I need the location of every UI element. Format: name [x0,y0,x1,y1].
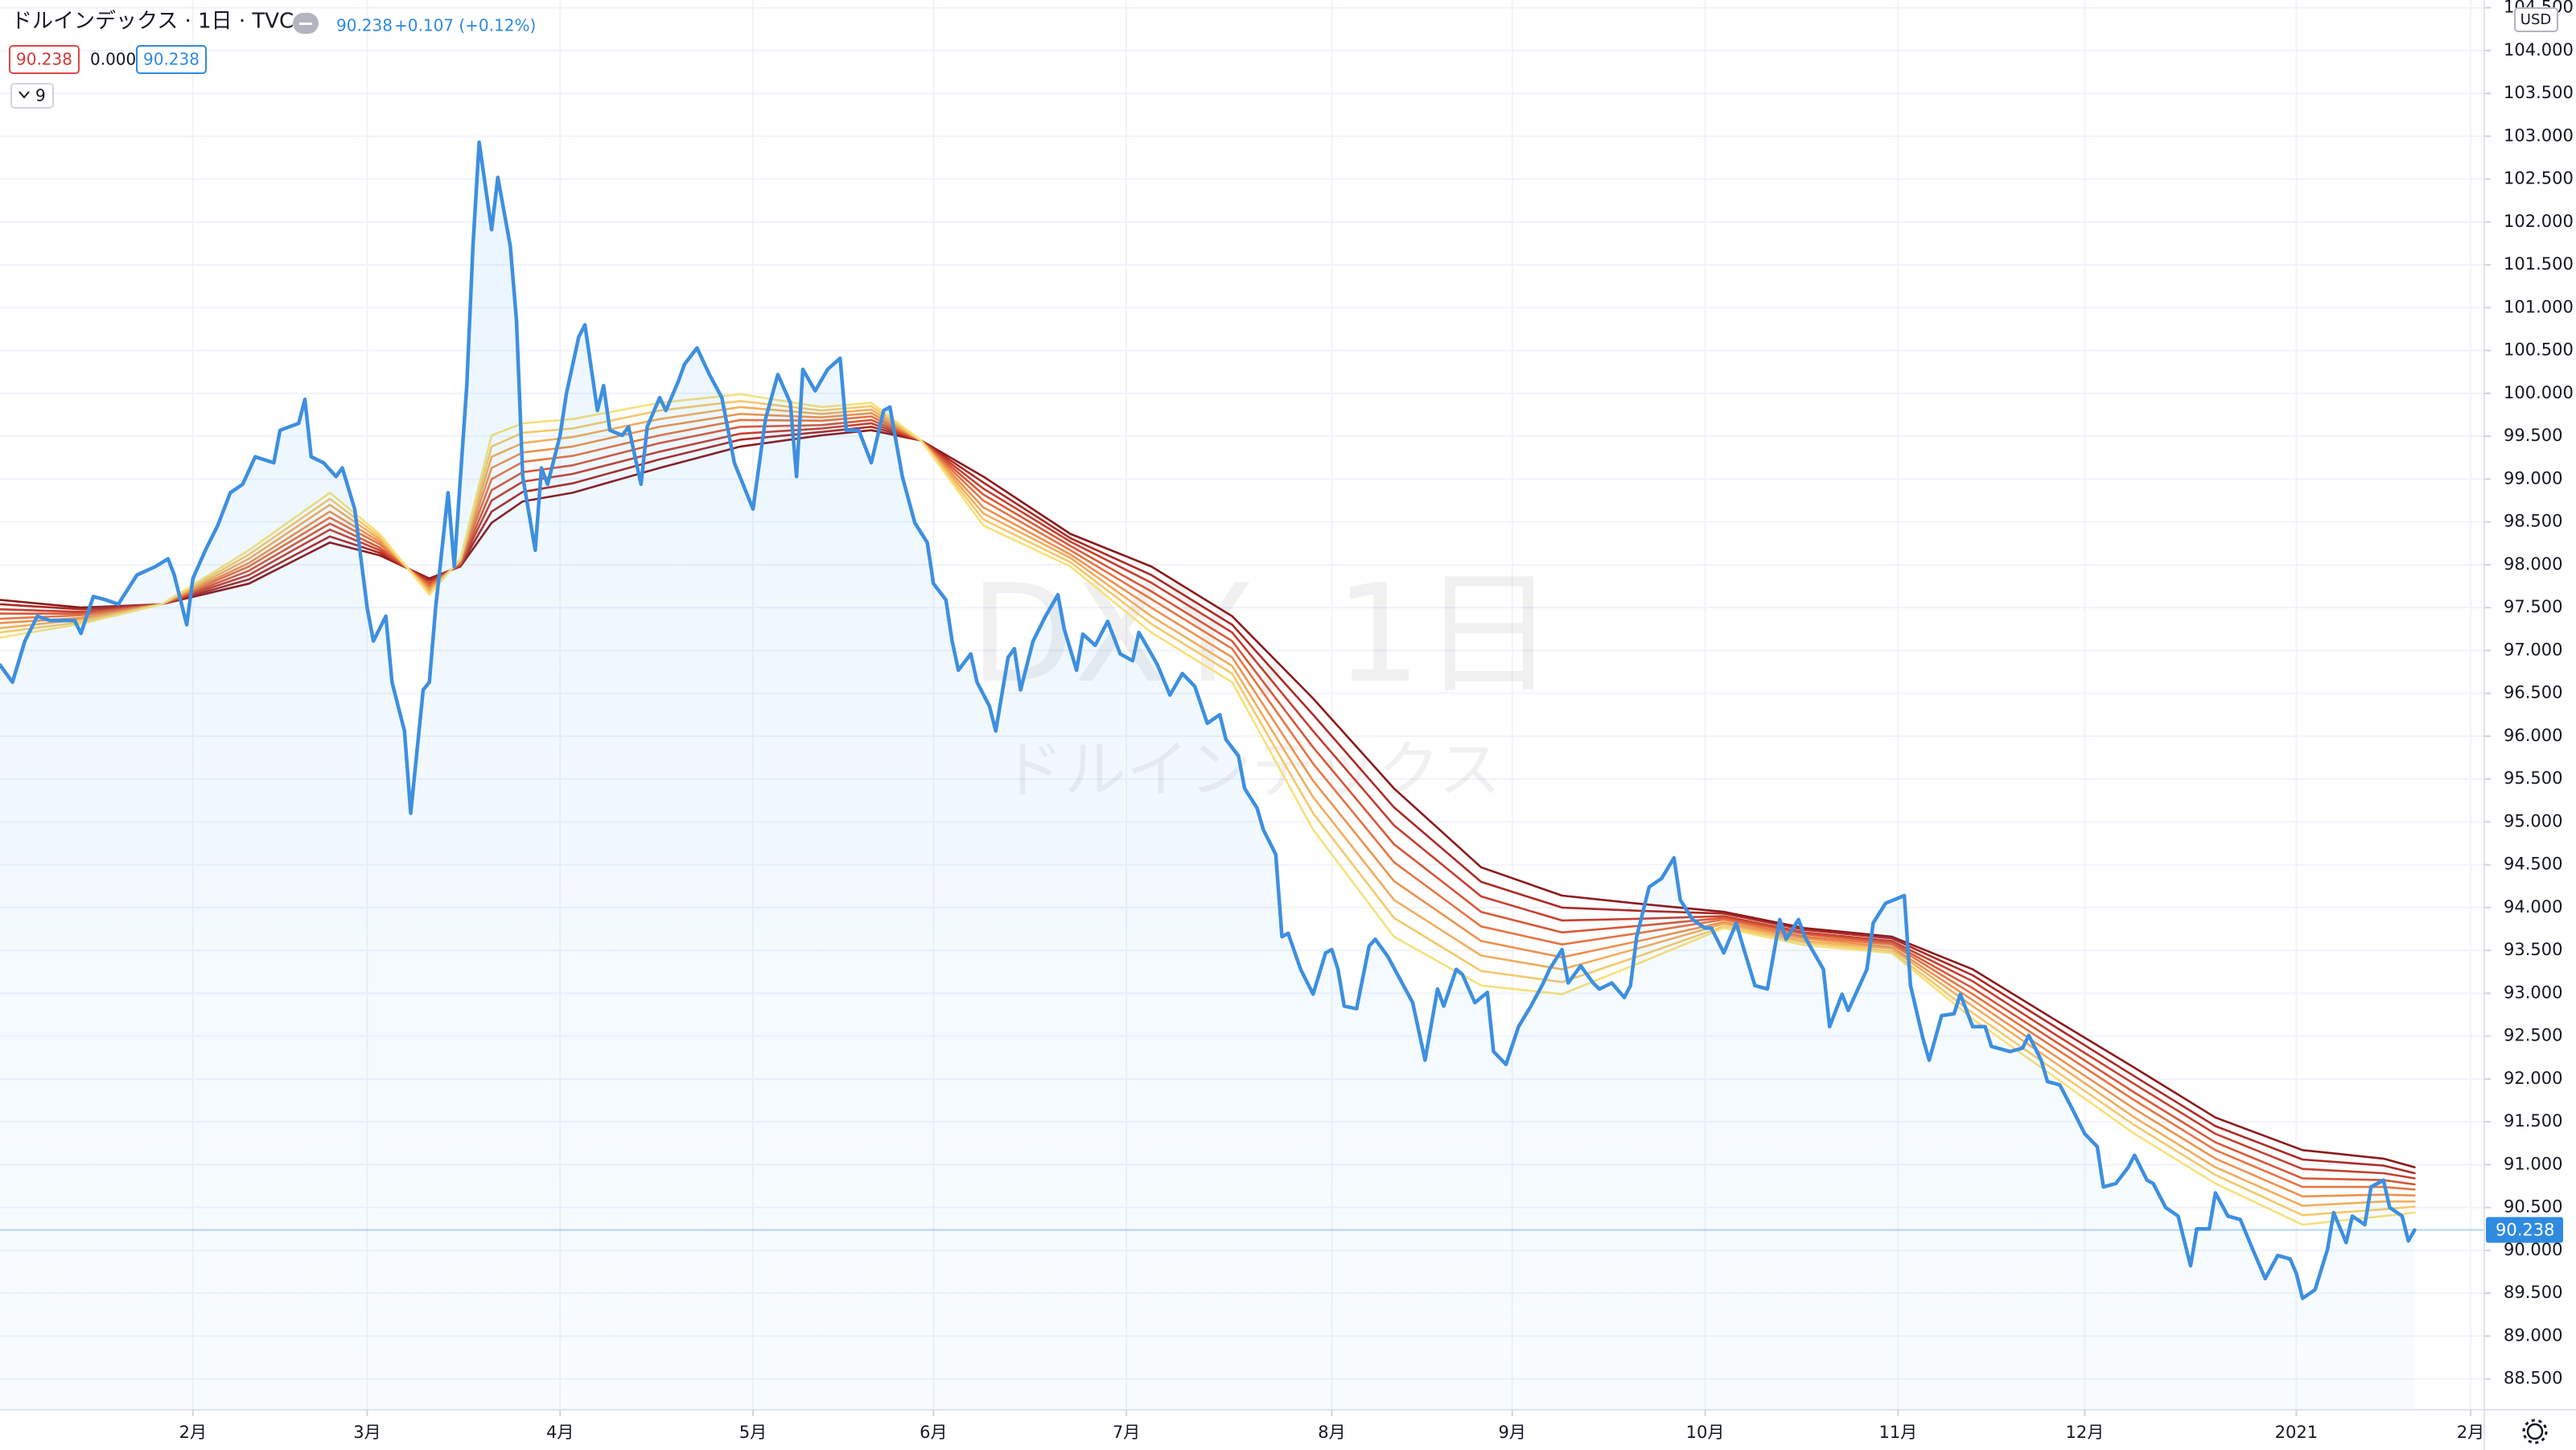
y-tick-label: 88.500 [2504,1369,2562,1388]
x-tick-label: 2月 [2457,1423,2484,1442]
y-tick-label: 99.500 [2504,426,2562,445]
indicator-box-blue [136,45,207,74]
indicator-count[interactable]: 9 [35,86,46,105]
y-tick-label: 90.000 [2504,1240,2562,1259]
y-tick-label: 98.500 [2504,512,2562,531]
x-tick-label: 10月 [1686,1423,1725,1442]
x-tick-label: 11月 [1879,1423,1917,1442]
y-tick-label: 101.500 [2504,254,2574,274]
plot [0,140,2484,1410]
y-tick-label: 90.500 [2504,1197,2562,1217]
indicator-value: 90.238 [16,50,72,69]
y-tick-label: 91.000 [2504,1154,2562,1173]
indicators-toggle-bg[interactable] [10,83,54,109]
y-tick-label: 95.000 [2504,811,2562,830]
currency-box[interactable] [2514,7,2558,32]
symbol-title: ドルインデックス · 1日 · TVC [11,10,294,34]
x-tick-label: 3月 [353,1423,381,1442]
y-tick-label: 89.000 [2504,1325,2562,1345]
y-tick-label: 97.500 [2504,597,2562,616]
y-tick-label: 100.500 [2504,340,2574,360]
price-level-box [2486,1217,2563,1243]
x-tick-label: 12月 [2066,1423,2105,1442]
y-tick-label: 97.000 [2504,640,2562,659]
y-tick-label: 104.000 [2504,40,2574,60]
ema-ribbon-line [0,393,2416,1226]
x-tick-label: 8月 [1318,1423,1345,1442]
x-tick-label: 6月 [920,1423,947,1442]
y-tick-label: 95.500 [2504,768,2562,788]
y-tick-label: 96.500 [2504,683,2562,702]
y-tick-label: 93.000 [2504,982,2562,1002]
settings-icon[interactable] [2526,1423,2544,1440]
price-line [0,140,2417,1300]
settings-button[interactable] [2522,1419,2548,1444]
settings-icon-teeth[interactable] [2522,1419,2548,1444]
y-tick-label: 96.000 [2504,726,2562,745]
currency-button[interactable]: USD [2514,7,2558,32]
y-tick-label: 89.500 [2504,1283,2562,1302]
indicator-box-red [9,45,80,74]
y-tick-label: 93.500 [2504,940,2562,959]
y-tick-label: 94.500 [2504,855,2562,874]
currency-label[interactable]: USD [2520,11,2551,28]
y-tick-label: 102.500 [2504,169,2574,188]
y-tick-label: 103.000 [2504,126,2574,145]
indicator-value: 90.238 [143,50,200,69]
price-level-label: 90.238 [2496,1221,2554,1240]
y-tick-label: 92.500 [2504,1026,2562,1045]
x-tick-label: 4月 [546,1423,574,1442]
header-price: 90.238 [336,16,393,35]
chevron-icon[interactable] [19,91,30,99]
y-tick-label: 100.000 [2504,383,2574,402]
price-area [0,142,2415,1410]
y-tick-label: 99.000 [2504,468,2562,488]
x-tick-label: 5月 [739,1423,767,1442]
x-tick-label: 2021 [2275,1423,2318,1442]
header-change: +0.107 (+0.12%) [394,16,536,35]
y-tick-label: 102.000 [2504,212,2574,231]
axes: 88.500 89.000 89.500 90.000 90.500 91.000 91.5… [179,0,2574,1442]
y-tick-label: 92.000 [2504,1069,2562,1088]
y-tick-label: 101.000 [2504,297,2574,316]
collapse-button[interactable] [293,13,319,34]
collapse-button-icon[interactable] [299,23,312,25]
y-tick-label: 103.500 [2504,83,2574,102]
indicators-toggle[interactable]: 9 [10,83,54,109]
x-tick-label: 9月 [1499,1423,1526,1442]
x-tick-label: 7月 [1113,1423,1140,1442]
y-tick-label: 91.500 [2504,1111,2562,1131]
y-tick-label: 94.000 [2504,897,2562,917]
indicator-value: 0.000 [90,50,136,69]
y-tick-label: 98.000 [2504,554,2562,574]
x-tick-label: 2月 [179,1423,207,1442]
